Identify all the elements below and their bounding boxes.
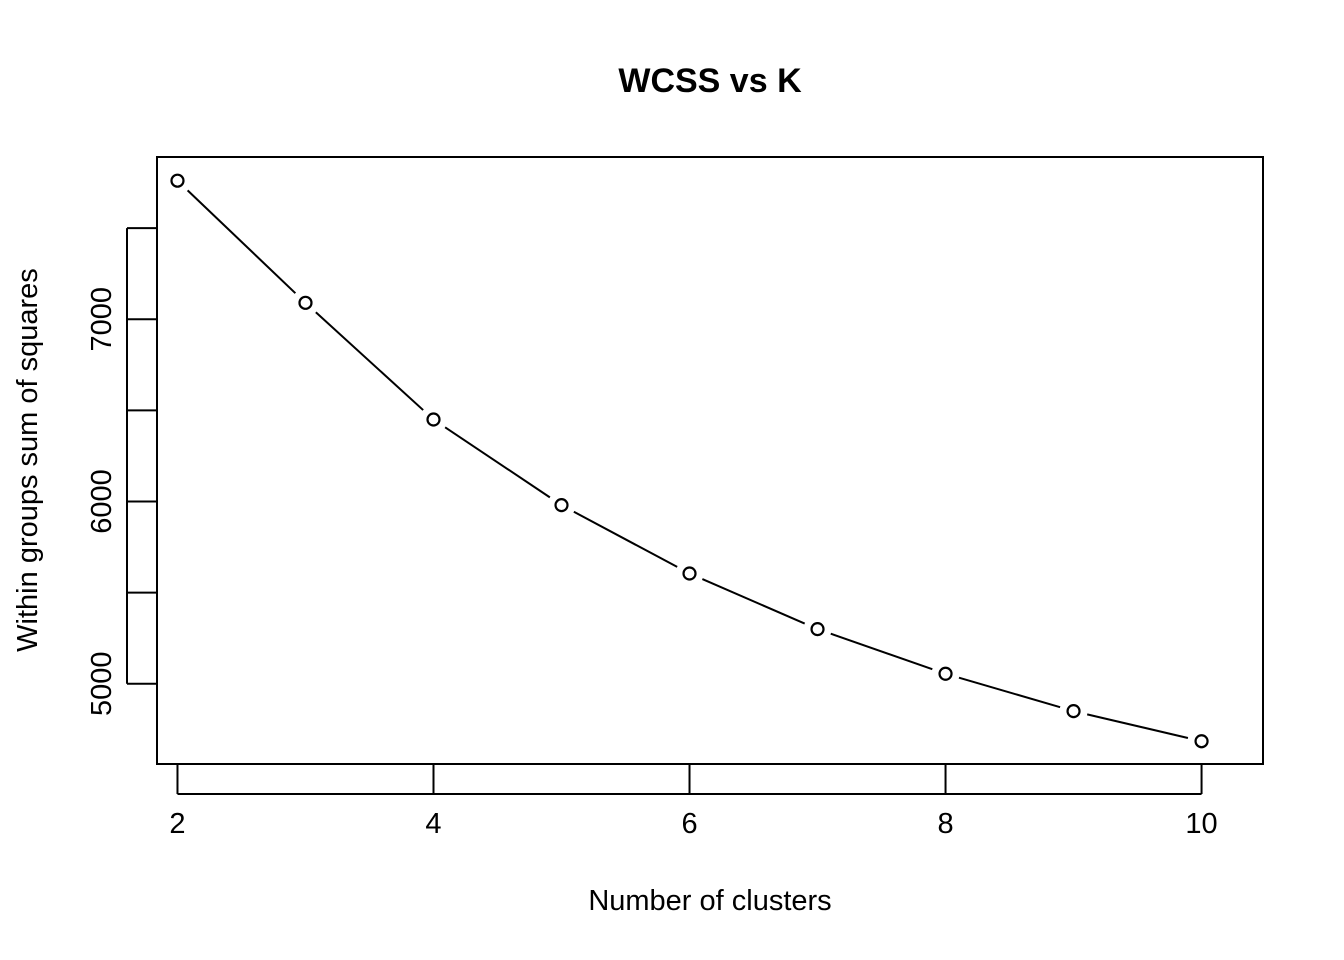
y-tick-label: 5000	[86, 652, 118, 717]
data-point	[810, 622, 825, 637]
series-segment	[186, 189, 297, 294]
x-tick-label: 8	[937, 808, 953, 840]
x-tick-label: 10	[1185, 808, 1217, 840]
x-tick-label: 4	[425, 808, 441, 840]
y-axis: 5000 6000 7000	[86, 227, 157, 717]
data-point	[298, 295, 313, 310]
series-segment	[701, 578, 806, 625]
data-point	[170, 173, 185, 188]
series-segment	[830, 632, 933, 671]
series-segment	[573, 510, 678, 568]
chart-title: WCSS vs K	[618, 62, 802, 100]
data-point	[1194, 734, 1209, 749]
data-point	[682, 566, 697, 581]
data-point	[426, 412, 441, 427]
plot-area-frame	[156, 156, 1264, 765]
y-tick-label: 6000	[86, 469, 118, 534]
series-segment	[444, 426, 551, 499]
data-series	[186, 189, 1189, 739]
y-tick-label: 7000	[86, 287, 118, 352]
data-point	[938, 666, 953, 681]
x-tick-label: 6	[681, 808, 697, 840]
data-points	[170, 173, 1209, 749]
series-segment	[315, 311, 424, 411]
data-point	[1066, 704, 1081, 719]
series-segment	[958, 676, 1061, 709]
series-segment	[1086, 713, 1189, 739]
y-axis-label: Within groups sum of squares	[12, 268, 44, 652]
x-axis-label: Number of clusters	[588, 885, 831, 917]
x-tick-label: 2	[169, 808, 185, 840]
x-axis: 2 4 6 8 10	[169, 764, 1218, 840]
data-point	[554, 498, 569, 513]
